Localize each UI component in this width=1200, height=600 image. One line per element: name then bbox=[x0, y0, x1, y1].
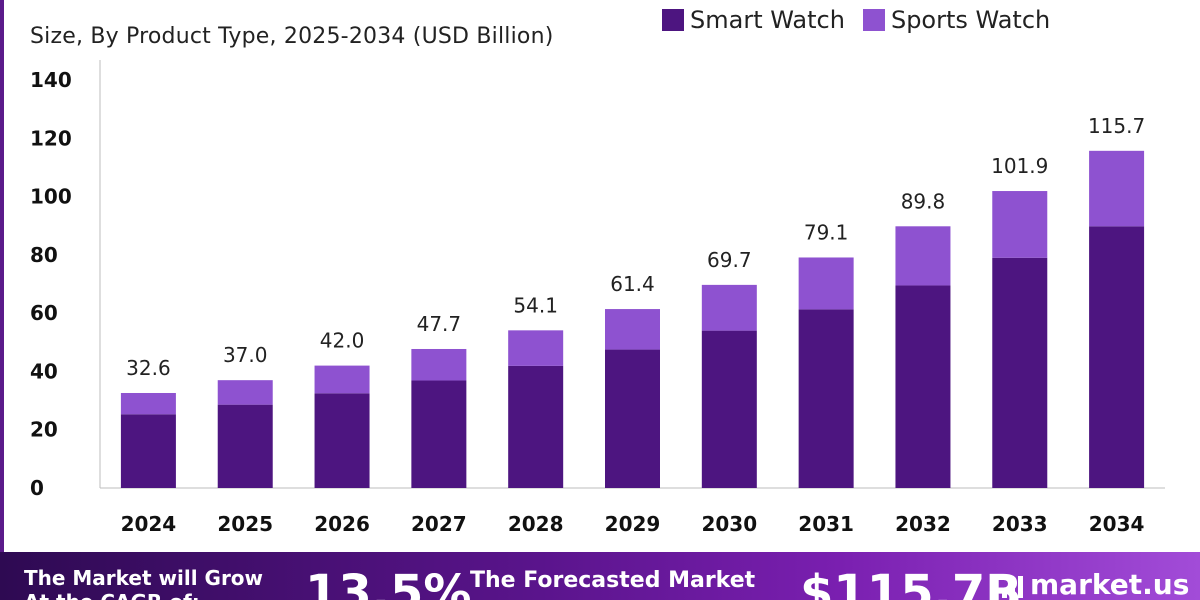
chart-subtitle: Size, By Product Type, 2025-2034 (USD Bi… bbox=[30, 24, 554, 49]
bar-sports-watch bbox=[798, 257, 854, 310]
legend-label-smart-watch: Smart Watch bbox=[690, 6, 845, 34]
legend-swatch-smart-watch bbox=[662, 9, 684, 31]
bar-smart-watch bbox=[314, 393, 370, 488]
bar-total-label: 42.0 bbox=[320, 329, 365, 353]
bar-smart-watch bbox=[798, 309, 854, 488]
x-tick-label: 2026 bbox=[314, 512, 370, 536]
x-tick-label: 2027 bbox=[411, 512, 467, 536]
legend-swatch-sports-watch bbox=[862, 9, 885, 31]
bar-total-label: 37.0 bbox=[223, 343, 268, 367]
bar-smart-watch bbox=[992, 257, 1048, 488]
footer-forecast-value: $115.7B bbox=[800, 565, 1022, 600]
x-tick-label: 2025 bbox=[217, 512, 273, 536]
bar-sports-watch bbox=[895, 226, 951, 286]
bar-sports-watch bbox=[605, 309, 660, 350]
y-tick-label: 0 bbox=[30, 476, 44, 500]
x-tick-label: 2034 bbox=[1089, 512, 1145, 536]
x-tick-label: 2030 bbox=[701, 512, 757, 536]
bar-smart-watch bbox=[411, 380, 467, 488]
bar-smart-watch bbox=[1089, 226, 1145, 488]
footer-banner: The Market will Grow At the CAGR of: 13.… bbox=[0, 552, 1200, 600]
y-tick-label: 80 bbox=[30, 243, 58, 267]
x-tick-label: 2029 bbox=[605, 512, 661, 536]
bar-smart-watch bbox=[895, 285, 951, 488]
legend-label-sports-watch: Sports Watch bbox=[890, 6, 1051, 34]
x-tick-label: 2028 bbox=[508, 512, 564, 536]
bar-sports-watch bbox=[314, 365, 370, 394]
market-us-logo-icon bbox=[1002, 576, 1023, 598]
bar-total-label: 47.7 bbox=[417, 312, 462, 336]
bar-smart-watch bbox=[120, 414, 176, 488]
bar-sports-watch bbox=[217, 380, 273, 405]
footer-grow-line2: At the CAGR of: bbox=[24, 591, 200, 600]
bar-smart-watch bbox=[701, 330, 757, 488]
legend-item-smart-watch: Smart Watch bbox=[662, 6, 845, 34]
bar-total-label: 89.8 bbox=[901, 189, 946, 213]
y-tick-label: 20 bbox=[30, 418, 58, 442]
bar-sports-watch bbox=[411, 348, 467, 381]
bar-total-label: 54.1 bbox=[513, 293, 558, 317]
bar-smart-watch bbox=[605, 349, 660, 488]
bar-smart-watch bbox=[508, 365, 564, 488]
bar-total-label: 69.7 bbox=[707, 248, 752, 272]
bar-sports-watch bbox=[701, 284, 757, 331]
y-tick-label: 100 bbox=[30, 185, 72, 209]
x-tick-label: 2032 bbox=[895, 512, 951, 536]
bar-sports-watch bbox=[120, 392, 176, 415]
y-tick-label: 120 bbox=[30, 126, 72, 150]
x-tick-label: 2033 bbox=[992, 512, 1048, 536]
bar-total-label: 79.1 bbox=[804, 220, 849, 244]
footer-forecast-label: The Forecasted Market bbox=[470, 568, 756, 593]
bar-total-label: 61.4 bbox=[610, 272, 655, 296]
stacked-bar-chart: 0 20 40 60 80 100 120 140 32.6 2024 37.0 2025 42.0 20… bbox=[30, 60, 1165, 536]
x-tick-label: 2031 bbox=[798, 512, 854, 536]
x-tick-label: 2024 bbox=[121, 512, 177, 536]
bar-sports-watch bbox=[508, 330, 564, 366]
bar-smart-watch bbox=[217, 404, 273, 488]
chart-legend: Smart Watch Sports Watch bbox=[662, 6, 1068, 34]
footer-cagr-value: 13.5% bbox=[305, 565, 472, 600]
y-tick-label: 140 bbox=[30, 68, 72, 92]
bar-total-label: 32.6 bbox=[126, 356, 171, 380]
footer-brand-name: market.us bbox=[1030, 568, 1190, 600]
y-tick-label: 60 bbox=[30, 301, 58, 325]
bar-total-label: 101.9 bbox=[991, 154, 1048, 178]
y-tick-label: 40 bbox=[30, 359, 58, 383]
legend-item-sports-watch: Sports Watch bbox=[862, 6, 1051, 34]
bar-total-label: 115.7 bbox=[1088, 114, 1145, 138]
left-accent-rule bbox=[0, 0, 4, 560]
bar-sports-watch bbox=[992, 191, 1048, 258]
footer-grow-line1: The Market will Grow bbox=[24, 566, 264, 590]
bar-sports-watch bbox=[1089, 150, 1145, 227]
